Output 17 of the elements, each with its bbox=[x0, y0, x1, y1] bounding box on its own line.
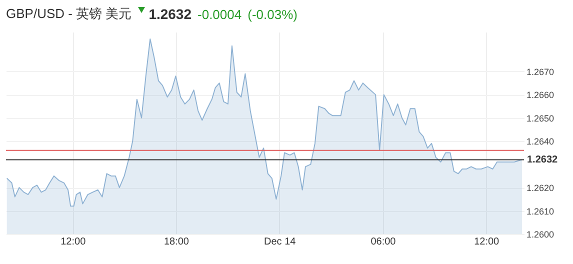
y-tick-label: 1.2610 bbox=[526, 206, 554, 216]
y-tick-label: 1.2650 bbox=[526, 113, 554, 124]
y-tick-label: 1.2670 bbox=[526, 66, 554, 77]
x-tick-label: 18:00 bbox=[164, 236, 190, 248]
x-tick-label: 06:00 bbox=[370, 236, 396, 248]
y-tick-label: 1.2600 bbox=[526, 230, 554, 240]
x-tick-label: 12:00 bbox=[474, 236, 500, 248]
x-tick-label: Dec 14 bbox=[264, 236, 296, 248]
text: 1.2632 bbox=[148, 6, 192, 22]
y-tick-label: 1.2660 bbox=[526, 90, 554, 100]
ref-line-label: 1.2632 bbox=[527, 154, 558, 166]
x-tick-label: 12:00 bbox=[60, 236, 86, 248]
text: (-0.03%) bbox=[248, 7, 298, 22]
chart-title: GBP/USD - 英镑 美元 bbox=[6, 5, 132, 23]
text: -0.0004 bbox=[198, 7, 242, 22]
y-tick-label: 1.2640 bbox=[526, 136, 554, 147]
y-tick-label: 1.2620 bbox=[526, 183, 554, 194]
